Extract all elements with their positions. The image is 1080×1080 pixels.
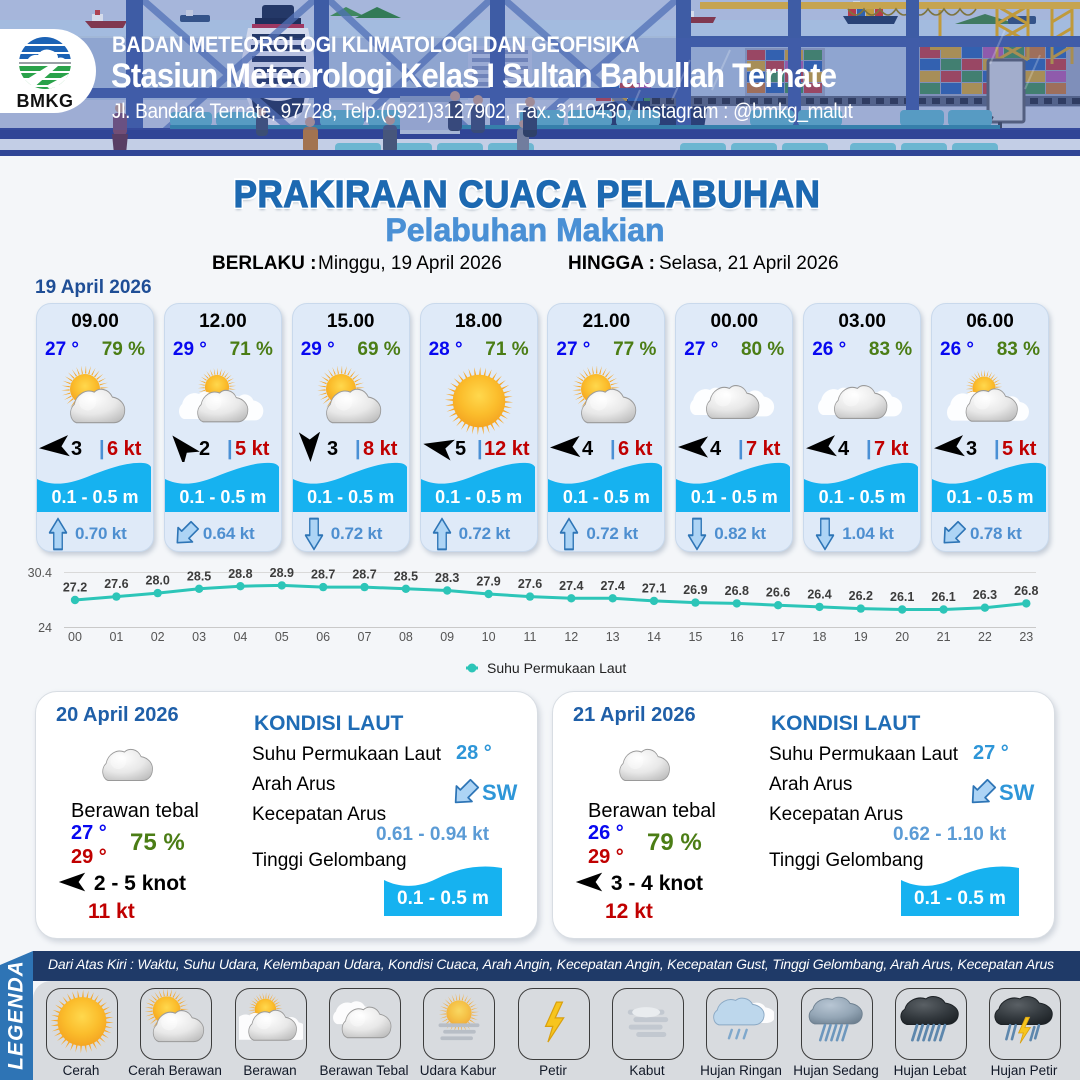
svg-text:26.8: 26.8 — [1014, 584, 1038, 598]
svg-text:28.7: 28.7 — [352, 568, 376, 582]
svg-text:26.9: 26.9 — [683, 583, 707, 597]
svg-text:3: 3 — [966, 438, 977, 460]
svg-text:16: 16 — [730, 630, 744, 644]
svg-text:04: 04 — [233, 630, 247, 644]
svg-text:7 kt: 7 kt — [746, 438, 781, 460]
svg-text:26.8: 26.8 — [725, 584, 749, 598]
svg-text:4: 4 — [838, 438, 850, 460]
svg-text:02: 02 — [151, 630, 165, 644]
svg-text:23: 23 — [1019, 630, 1033, 644]
svg-text:12: 12 — [564, 630, 578, 644]
svg-text:21: 21 — [937, 630, 951, 644]
svg-text:03: 03 — [192, 630, 206, 644]
svg-text:10: 10 — [482, 630, 496, 644]
svg-text:00: 00 — [68, 630, 82, 644]
svg-text:|: | — [99, 438, 105, 460]
svg-text:5: 5 — [455, 438, 466, 460]
svg-text:Suhu Permukaan Laut: Suhu Permukaan Laut — [487, 660, 626, 676]
svg-text:27.2: 27.2 — [63, 581, 87, 595]
svg-text:|: | — [227, 438, 233, 460]
svg-text:6 kt: 6 kt — [618, 438, 653, 460]
svg-text:3: 3 — [71, 438, 82, 460]
svg-text:27.9: 27.9 — [476, 575, 500, 589]
svg-text:06: 06 — [316, 630, 330, 644]
svg-text:3: 3 — [327, 438, 338, 460]
svg-text:5 kt: 5 kt — [235, 438, 270, 460]
svg-text:27.6: 27.6 — [104, 577, 128, 591]
svg-text:26.1: 26.1 — [931, 590, 955, 604]
svg-text:28.3: 28.3 — [435, 571, 459, 585]
svg-text:20: 20 — [895, 630, 909, 644]
svg-text:18: 18 — [813, 630, 827, 644]
svg-text:27.1: 27.1 — [642, 581, 666, 595]
svg-text:5 kt: 5 kt — [1002, 438, 1037, 460]
svg-text:15: 15 — [688, 630, 702, 644]
svg-text:26.6: 26.6 — [766, 586, 790, 600]
svg-text:|: | — [866, 438, 872, 460]
svg-text:|: | — [994, 438, 1000, 460]
svg-text:28.8: 28.8 — [228, 567, 252, 581]
svg-text:14: 14 — [647, 630, 661, 644]
svg-text:19: 19 — [854, 630, 868, 644]
svg-text:07: 07 — [358, 630, 372, 644]
svg-text:08: 08 — [399, 630, 413, 644]
svg-text:4: 4 — [582, 438, 594, 460]
svg-text:22: 22 — [978, 630, 992, 644]
svg-text:|: | — [738, 438, 744, 460]
svg-text:26.3: 26.3 — [973, 588, 997, 602]
svg-text:12 kt: 12 kt — [484, 438, 530, 460]
svg-text:30.4: 30.4 — [28, 566, 52, 580]
svg-text:28.9: 28.9 — [270, 566, 294, 580]
svg-text:28.7: 28.7 — [311, 568, 335, 582]
svg-text:01: 01 — [109, 630, 123, 644]
svg-text:8 kt: 8 kt — [363, 438, 398, 460]
svg-text:4: 4 — [710, 438, 722, 460]
svg-text:17: 17 — [771, 630, 785, 644]
svg-text:BMKG: BMKG — [17, 91, 74, 109]
svg-text:11: 11 — [524, 630, 537, 644]
svg-text:0.1 - 0.5 m: 0.1 - 0.5 m — [914, 888, 1006, 909]
svg-text:2: 2 — [199, 438, 210, 460]
svg-text:28.5: 28.5 — [187, 569, 211, 583]
svg-text:13: 13 — [606, 630, 620, 644]
svg-text:28.5: 28.5 — [394, 569, 418, 583]
svg-text:|: | — [477, 438, 483, 460]
svg-text:27.6: 27.6 — [518, 577, 542, 591]
svg-text:26.1: 26.1 — [890, 590, 914, 604]
svg-text:26.4: 26.4 — [807, 587, 831, 601]
svg-text:|: | — [610, 438, 616, 460]
svg-text:24: 24 — [38, 621, 52, 635]
svg-text:26.2: 26.2 — [849, 589, 873, 603]
svg-text:27.4: 27.4 — [601, 579, 625, 593]
svg-text:28.0: 28.0 — [146, 574, 170, 588]
svg-text:27.4: 27.4 — [559, 579, 583, 593]
svg-text:6 kt: 6 kt — [107, 438, 142, 460]
svg-text:0.1 - 0.5 m: 0.1 - 0.5 m — [397, 888, 489, 909]
svg-text:7 kt: 7 kt — [874, 438, 909, 460]
svg-text:|: | — [355, 438, 361, 460]
svg-text:05: 05 — [275, 630, 289, 644]
svg-text:09: 09 — [440, 630, 454, 644]
